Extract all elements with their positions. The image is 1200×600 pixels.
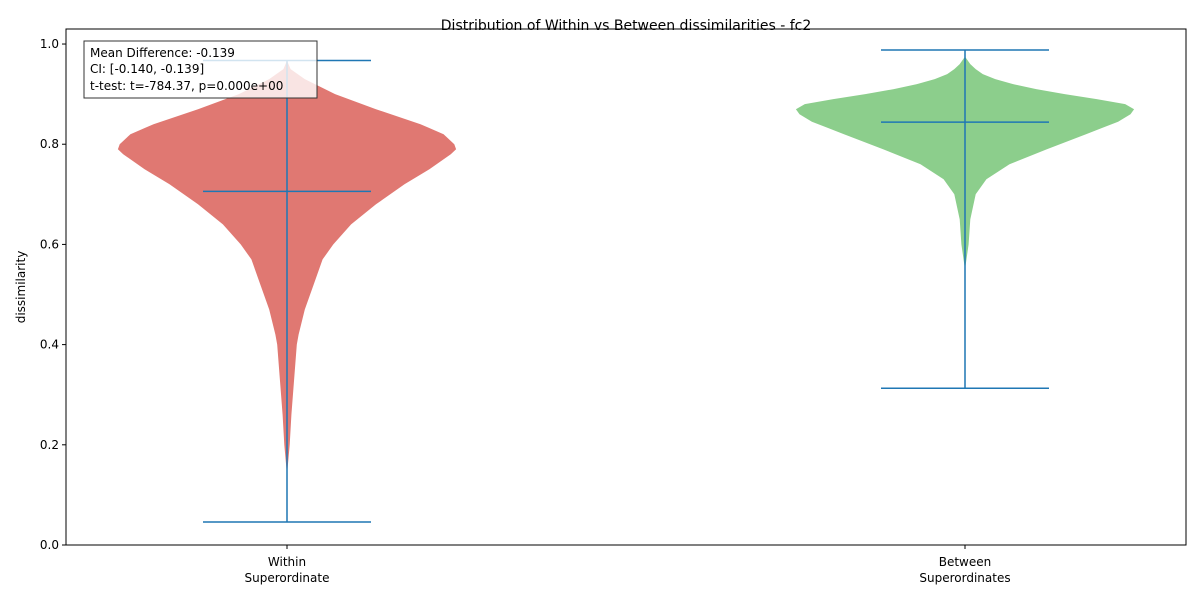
x-axis: Within Superordinate Between Superordinates	[245, 545, 1011, 585]
y-tick-label: 0.2	[40, 438, 59, 452]
y-tick-label: 0.4	[40, 338, 59, 352]
violins	[117, 56, 1135, 475]
x-tick-label: Between	[939, 555, 992, 569]
annotation-box	[83, 40, 318, 99]
y-tick-label: 0.6	[40, 237, 59, 251]
y-tick-label: 0.8	[40, 137, 59, 151]
y-tick-label: 1.0	[40, 37, 59, 51]
x-tick-label: Within	[268, 555, 306, 569]
annotation-line: CI: [-0.140, -0.139]	[90, 62, 204, 76]
x-tick-label: Superordinate	[245, 571, 330, 585]
stats-annotation: Mean Difference: -0.139 CI: [-0.140, -0.…	[83, 40, 318, 99]
x-tick-label: Superordinates	[919, 571, 1010, 585]
annotation-line: t-test: t=-784.37, p=0.000e+00	[90, 79, 283, 93]
y-tick-label: 0.0	[40, 538, 59, 552]
chart-title: Distribution of Within vs Between dissim…	[441, 18, 811, 34]
annotation-line: Mean Difference: -0.139	[90, 46, 235, 60]
y-axis-label: dissimilarity	[14, 251, 28, 324]
plot-frame	[65, 28, 1187, 546]
y-axis: 0.0 0.2 0.4 0.6 0.8 1.0	[40, 37, 66, 552]
stat-lines	[203, 49, 1049, 523]
